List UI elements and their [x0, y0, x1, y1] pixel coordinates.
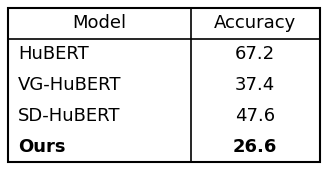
- Text: 37.4: 37.4: [235, 76, 276, 94]
- Text: HuBERT: HuBERT: [18, 45, 89, 63]
- Text: Ours: Ours: [18, 138, 66, 156]
- Text: Accuracy: Accuracy: [214, 14, 297, 32]
- Text: 47.6: 47.6: [235, 107, 275, 125]
- Text: 67.2: 67.2: [235, 45, 275, 63]
- Text: VG-HuBERT: VG-HuBERT: [18, 76, 121, 94]
- Text: 26.6: 26.6: [233, 138, 277, 156]
- Text: SD-HuBERT: SD-HuBERT: [18, 107, 120, 125]
- Text: Model: Model: [72, 14, 126, 32]
